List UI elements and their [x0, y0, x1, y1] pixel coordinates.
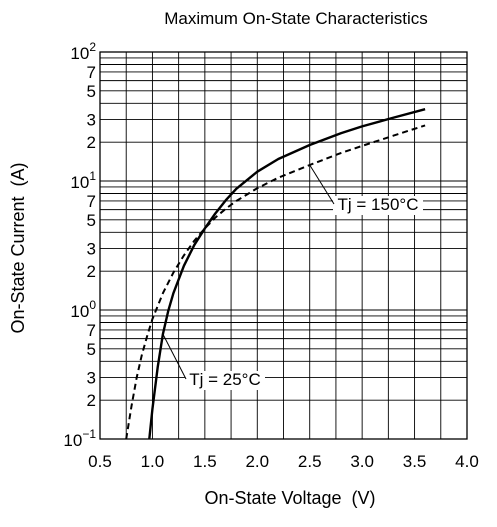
x-tick-label: 3.5: [403, 452, 427, 471]
y-tick-label: 7: [87, 63, 96, 82]
annotation-leader-line: [309, 164, 335, 205]
annotation-background: [333, 196, 423, 215]
annotations: Tj = 150°C Tj = 25°C: [162, 164, 423, 390]
x-tick-label: 4.0: [455, 452, 479, 471]
x-tick-label: 0.5: [88, 452, 112, 471]
y-tick-label: 5: [87, 211, 96, 230]
y-tick-label: 2: [87, 133, 96, 152]
y-axis-label: On-State Current (A): [8, 162, 28, 333]
chart-title: Maximum On-State Characteristics: [164, 9, 428, 28]
x-axis-ticks: 0.5 1.0 1.5 2.0 2.5 3.0 3.5 4.0: [88, 452, 479, 471]
series-line: [148, 108, 426, 440]
y-tick-label-major: 102: [70, 40, 96, 63]
annotation-label: Tj = 25°C: [189, 370, 261, 389]
x-tick-label: 1.0: [141, 452, 165, 471]
y-tick-label: 5: [87, 82, 96, 101]
y-tick-label: 2: [87, 391, 96, 410]
y-tick-label-major: 10−1: [63, 427, 96, 450]
plot-frame: [99, 51, 468, 440]
y-tick-label: 3: [87, 110, 96, 129]
y-tick-label: 3: [87, 368, 96, 387]
x-tick-label: 1.5: [193, 452, 217, 471]
y-tick-label-major: 101: [70, 169, 96, 192]
grid: [100, 52, 467, 439]
series-line: [125, 124, 426, 440]
annotation-label: Tj = 150°C: [338, 195, 419, 214]
y-tick-label: 3: [87, 239, 96, 258]
y-tick-label-major: 100: [70, 298, 96, 321]
annotation-leader-line: [162, 333, 187, 380]
y-tick-label: 7: [87, 192, 96, 211]
y-tick-label: 5: [87, 340, 96, 359]
y-tick-label: 7: [87, 321, 96, 340]
x-tick-label: 2.5: [298, 452, 322, 471]
annotation-background: [185, 371, 265, 390]
x-axis-label: On-State Voltage (V): [204, 488, 375, 508]
x-tick-label: 3.0: [350, 452, 374, 471]
series-group: [125, 108, 426, 440]
x-tick-label: 2.0: [245, 452, 269, 471]
y-tick-label: 2: [87, 262, 96, 281]
